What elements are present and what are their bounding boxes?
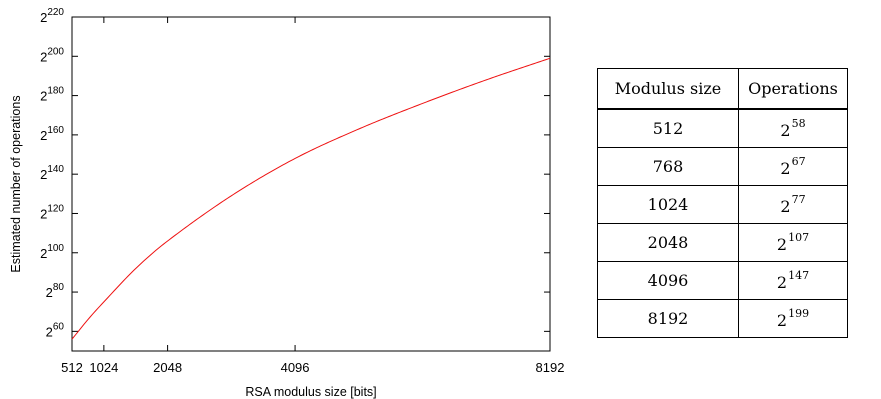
y-tick-label: 2140 xyxy=(40,164,64,182)
y-tick-label: 280 xyxy=(46,282,65,300)
table-row: 1024 277 xyxy=(597,185,848,224)
y-tick-label: 260 xyxy=(46,321,65,339)
x-axis-label: RSA modulus size [bits] xyxy=(245,385,376,399)
header-operations: Operations xyxy=(738,68,848,110)
operations-exponent: 107 xyxy=(788,231,810,244)
operations-curve xyxy=(71,57,551,340)
x-tick-label: 2048 xyxy=(153,360,182,375)
operations-cell: 277 xyxy=(738,185,848,224)
operations-table: Modulus size Operations 512 258 768 267 1024… xyxy=(597,68,848,338)
y-axis-label: Estimated number of operations xyxy=(9,95,23,272)
y-tick-label: 2180 xyxy=(40,86,64,104)
operations-base: 2 xyxy=(776,273,788,292)
operations-base: 2 xyxy=(776,311,788,330)
x-tick-label: 1024 xyxy=(89,360,118,375)
modulus-size-cell: 768 xyxy=(597,147,739,186)
operations-cell: 267 xyxy=(738,147,848,186)
y-axis-ticks: 260 280 2100 2120 2140 2160 2180 2200 2220 xyxy=(40,7,550,339)
table-row: 2048 2107 xyxy=(597,223,848,262)
table-row: 8192 2199 xyxy=(597,299,848,338)
y-tick-label: 2160 xyxy=(40,125,64,143)
modulus-size-cell: 2048 xyxy=(597,223,739,262)
y-tick-label: 2100 xyxy=(40,243,64,261)
operations-base: 2 xyxy=(780,159,791,178)
operations-cell: 2107 xyxy=(738,223,848,262)
modulus-size-cell: 8192 xyxy=(597,299,739,338)
table-row: 512 258 xyxy=(597,108,848,148)
x-tick-label: 4096 xyxy=(281,360,310,375)
operations-exponent: 77 xyxy=(791,193,806,206)
operations-exponent: 58 xyxy=(791,117,806,130)
header-modulus-size: Modulus size xyxy=(597,68,739,110)
operations-cell: 258 xyxy=(738,108,848,148)
table-header-row: Modulus size Operations xyxy=(597,68,848,110)
operations-base: 2 xyxy=(780,197,791,216)
modulus-size-cell: 4096 xyxy=(597,261,739,300)
x-tick-label: 8192 xyxy=(536,360,565,375)
table-row: 4096 2147 xyxy=(597,261,848,300)
modulus-size-cell: 1024 xyxy=(597,185,739,224)
operations-exponent: 199 xyxy=(788,307,810,320)
operations-base: 2 xyxy=(780,121,791,140)
operations-cell: 2199 xyxy=(738,299,848,338)
y-tick-label: 2200 xyxy=(40,46,64,64)
modulus-size-cell: 512 xyxy=(597,108,739,148)
x-tick-label: 512 xyxy=(61,360,83,375)
operations-base: 2 xyxy=(776,235,788,254)
operations-cell: 2147 xyxy=(738,261,848,300)
x-axis-ticks: 512 1024 2048 4096 8192 xyxy=(61,17,564,375)
y-tick-label: 2120 xyxy=(40,203,64,221)
operations-exponent: 147 xyxy=(788,269,810,282)
y-tick-label: 2220 xyxy=(40,7,64,25)
operations-exponent: 67 xyxy=(791,155,806,168)
table-row: 768 267 xyxy=(597,147,848,186)
operations-chart: 512 1024 2048 4096 8192 260 280 2100 2120 2140 21… xyxy=(9,7,564,399)
plot-frame xyxy=(71,16,551,352)
